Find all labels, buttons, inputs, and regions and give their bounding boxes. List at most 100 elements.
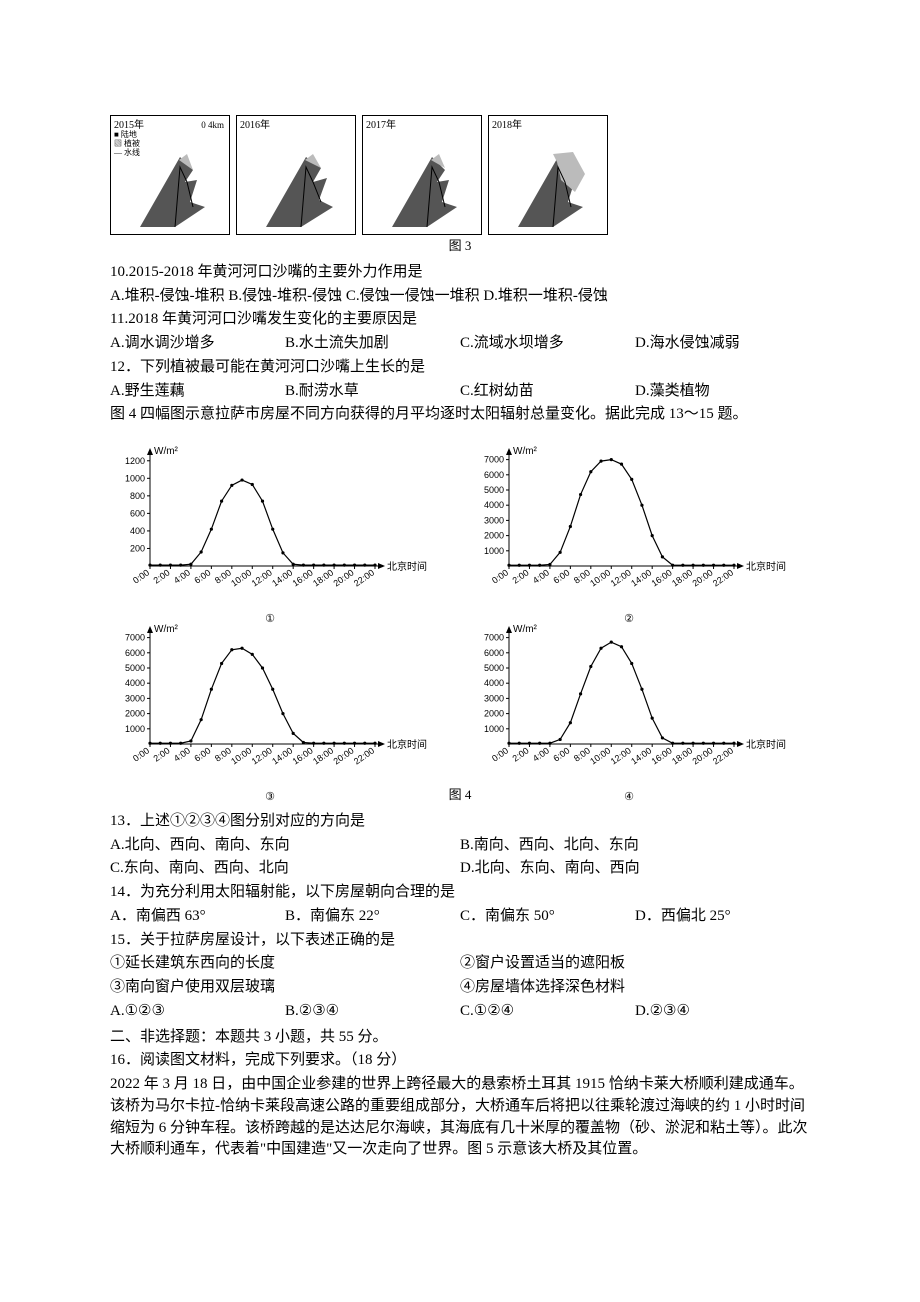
q15-line-1: ①延长建筑东西向的长度 xyxy=(110,953,460,975)
fig3-year-label: 2018年 xyxy=(492,119,522,134)
fig3-panel-2018: 2018年 xyxy=(488,115,608,235)
q13-opt-d: D.北向、东向、南向、西向 xyxy=(460,858,810,880)
svg-text:3000: 3000 xyxy=(484,515,504,525)
svg-text:10:00: 10:00 xyxy=(588,568,612,589)
svg-text:1200: 1200 xyxy=(125,456,145,466)
q15-opts: A.①②③ B.②③④ C.①②④ D.②③④ xyxy=(110,1001,810,1023)
svg-text:20:00: 20:00 xyxy=(332,568,356,589)
svg-text:16:00: 16:00 xyxy=(650,568,674,589)
svg-text:6000: 6000 xyxy=(125,648,145,658)
svg-text:1000: 1000 xyxy=(484,724,504,734)
q13-stem: 13．上述①②③④图分别对应的方向是 xyxy=(110,811,810,833)
svg-text:2000: 2000 xyxy=(125,709,145,719)
svg-text:0:00: 0:00 xyxy=(490,568,510,586)
svg-text:4000: 4000 xyxy=(484,500,504,510)
figure-4: W/m²200400600800100012000:002:004:006:00… xyxy=(110,434,810,782)
svg-text:14:00: 14:00 xyxy=(270,568,294,589)
q13-opts-1: A.北向、西向、南向、东向 B.南向、西向、北向、东向 xyxy=(110,835,810,857)
svg-text:4:00: 4:00 xyxy=(172,568,192,586)
svg-text:16:00: 16:00 xyxy=(291,746,315,767)
delta-shape-icon xyxy=(135,152,217,232)
fig3-panel-2017: 2017年 xyxy=(362,115,482,235)
q14-opt-d: D．西偏北 25° xyxy=(635,906,810,928)
q14-opts: A．南偏西 63° B．南偏东 22° C．南偏东 50° D．西偏北 25° xyxy=(110,906,810,928)
q14-opt-c: C．南偏东 50° xyxy=(460,906,635,928)
svg-text:22:00: 22:00 xyxy=(711,746,735,767)
fig3-year-label: 2017年 xyxy=(366,119,396,134)
svg-text:6:00: 6:00 xyxy=(192,746,212,764)
svg-text:12:00: 12:00 xyxy=(609,568,633,589)
q11-opts: A.调水调沙增多 B.水土流失加剧 C.流域水坝增多 D.海水侵蚀减弱 xyxy=(110,333,810,355)
q15-lines-2: ③南向窗户使用双层玻璃 ④房屋墙体选择深色材料 xyxy=(110,977,810,999)
chart-4: W/m²10002000300040005000600070000:002:00… xyxy=(469,612,789,782)
q15-line-2: ②窗户设置适当的遮阳板 xyxy=(460,953,810,975)
svg-text:20:00: 20:00 xyxy=(332,746,356,767)
svg-text:1000: 1000 xyxy=(125,724,145,734)
svg-text:W/m²: W/m² xyxy=(154,624,179,635)
svg-text:5000: 5000 xyxy=(484,663,504,673)
svg-text:6:00: 6:00 xyxy=(192,568,212,586)
svg-text:18:00: 18:00 xyxy=(311,746,335,767)
svg-text:0:00: 0:00 xyxy=(490,746,510,764)
svg-text:W/m²: W/m² xyxy=(513,624,538,635)
svg-text:16:00: 16:00 xyxy=(650,746,674,767)
q12-opt-d: D.藻类植物 xyxy=(635,381,810,403)
delta-shape-icon xyxy=(261,152,343,232)
q12-opts: A.野生莲藕 B.耐涝水草 C.红树幼苗 D.藻类植物 xyxy=(110,381,810,403)
fig3-year-label: 2016年 xyxy=(240,119,270,134)
q11-opt-b: B.水土流失加剧 xyxy=(285,333,460,355)
fig3-scale-label: 0 4km xyxy=(201,119,224,132)
svg-text:4000: 4000 xyxy=(125,678,145,688)
q16-body: 2022 年 3 月 18 日，由中国企业参建的世界上跨径最大的悬索桥土耳其 1… xyxy=(110,1074,810,1161)
q11-opt-c: C.流域水坝增多 xyxy=(460,333,635,355)
q15-opt-a: A.①②③ xyxy=(110,1001,285,1023)
q11-opt-a: A.调水调沙增多 xyxy=(110,333,285,355)
q15-stem: 15．关于拉萨房屋设计，以下表述正确的是 xyxy=(110,930,810,952)
svg-text:16:00: 16:00 xyxy=(291,568,315,589)
q13-opt-b: B.南向、西向、北向、东向 xyxy=(460,835,810,857)
svg-text:W/m²: W/m² xyxy=(513,446,538,457)
q11-stem: 11.2018 年黄河河口沙嘴发生变化的主要原因是 xyxy=(110,309,810,331)
svg-text:北京时间: 北京时间 xyxy=(387,738,427,751)
q13-opt-a: A.北向、西向、南向、东向 xyxy=(110,835,460,857)
svg-text:4:00: 4:00 xyxy=(531,568,551,586)
svg-text:14:00: 14:00 xyxy=(270,746,294,767)
chart-1: W/m²200400600800100012000:002:004:006:00… xyxy=(110,434,430,604)
svg-text:6:00: 6:00 xyxy=(551,568,571,586)
chart-2: W/m²10002000300040005000600070000:002:00… xyxy=(469,434,789,604)
q16-head: 16．阅读图文材料，完成下列要求。（18 分） xyxy=(110,1050,810,1072)
q15-opt-c: C.①②④ xyxy=(460,1001,635,1023)
svg-text:10:00: 10:00 xyxy=(229,568,253,589)
svg-text:北京时间: 北京时间 xyxy=(746,560,786,573)
svg-text:22:00: 22:00 xyxy=(711,568,735,589)
svg-text:1000: 1000 xyxy=(484,546,504,556)
q15-line-4: ④房屋墙体选择深色材料 xyxy=(460,977,810,999)
svg-text:600: 600 xyxy=(130,508,145,518)
svg-text:W/m²: W/m² xyxy=(154,446,179,457)
svg-text:20:00: 20:00 xyxy=(691,568,715,589)
svg-text:400: 400 xyxy=(130,526,145,536)
q14-opt-b: B．南偏东 22° xyxy=(285,906,460,928)
svg-text:7000: 7000 xyxy=(484,633,504,643)
svg-text:3000: 3000 xyxy=(125,693,145,703)
svg-text:12:00: 12:00 xyxy=(250,746,274,767)
delta-shape-icon xyxy=(513,152,595,232)
fig3-panel-2015: 2015年 0 4km ■ 陆地 ▧ 植被 — 水线 xyxy=(110,115,230,235)
svg-text:7000: 7000 xyxy=(484,455,504,465)
figure-3: 2015年 0 4km ■ 陆地 ▧ 植被 — 水线 2016年 2017年 2… xyxy=(110,115,810,235)
svg-text:14:00: 14:00 xyxy=(629,568,653,589)
svg-text:800: 800 xyxy=(130,491,145,501)
q12-stem: 12．下列植被最可能在黄河河口沙嘴上生长的是 xyxy=(110,357,810,379)
q11-opt-d: D.海水侵蚀减弱 xyxy=(635,333,810,355)
svg-text:2:00: 2:00 xyxy=(152,568,172,586)
svg-text:18:00: 18:00 xyxy=(311,568,335,589)
svg-text:北京时间: 北京时间 xyxy=(746,738,786,751)
svg-text:4:00: 4:00 xyxy=(172,746,192,764)
svg-text:5000: 5000 xyxy=(125,663,145,673)
svg-text:18:00: 18:00 xyxy=(670,568,694,589)
q15-line-3: ③南向窗户使用双层玻璃 xyxy=(110,977,460,999)
svg-text:2000: 2000 xyxy=(484,531,504,541)
svg-text:4:00: 4:00 xyxy=(531,746,551,764)
q15-opt-d: D.②③④ xyxy=(635,1001,810,1023)
chart-3: W/m²10002000300040005000600070000:002:00… xyxy=(110,612,430,782)
